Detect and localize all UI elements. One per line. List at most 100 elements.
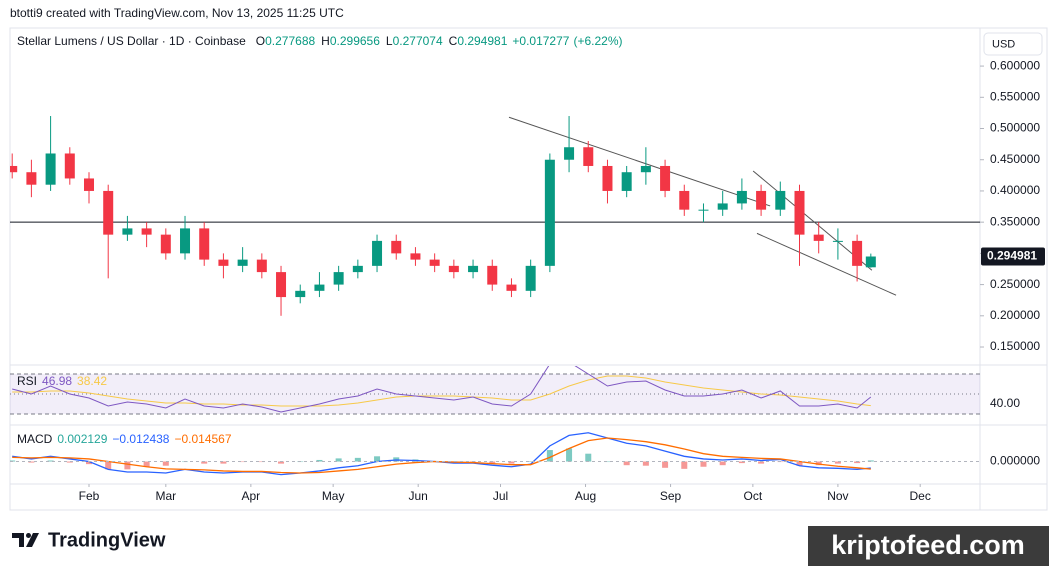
candle-body bbox=[468, 265, 479, 273]
x-tick-label: Jul bbox=[493, 489, 508, 503]
candle-body bbox=[295, 290, 306, 298]
candle-body bbox=[832, 240, 843, 242]
ohlc-key: O bbox=[256, 34, 265, 48]
y-tick-label: 0.450000 bbox=[990, 152, 1040, 166]
y-tick-label: 0.600000 bbox=[990, 58, 1040, 72]
ohlc-value: 0.299656 bbox=[330, 34, 380, 48]
candle-body bbox=[237, 259, 248, 266]
macd-hist bbox=[527, 461, 534, 462]
trendline bbox=[756, 232, 897, 296]
candle-body bbox=[640, 165, 651, 173]
macd-name: MACD bbox=[17, 432, 53, 446]
candle-body bbox=[679, 190, 690, 210]
candle-body bbox=[122, 228, 133, 235]
macd-hist bbox=[867, 460, 874, 462]
y-tick-label: 0.250000 bbox=[990, 277, 1040, 291]
candle-body bbox=[506, 284, 517, 291]
candle-body bbox=[45, 153, 56, 185]
macd-hist bbox=[604, 461, 611, 463]
macd-hist bbox=[662, 461, 669, 468]
watermark-box bbox=[808, 526, 1049, 566]
macd-hist bbox=[758, 461, 765, 464]
candle-body bbox=[865, 256, 876, 268]
candle-body bbox=[103, 190, 114, 235]
currency: USD bbox=[992, 38, 1015, 50]
ohlc-key: H bbox=[321, 34, 330, 48]
candle-body bbox=[564, 147, 575, 160]
candle-body bbox=[794, 190, 805, 235]
watermark: kriptofeed.com bbox=[831, 530, 1025, 560]
candle-body bbox=[180, 228, 191, 254]
macd-hist bbox=[316, 459, 323, 462]
macd-hist bbox=[815, 461, 822, 466]
candle-body bbox=[314, 284, 325, 291]
macd-hist bbox=[854, 461, 861, 464]
macd-legend: MACD 0.002129 −0.012438 −0.014567 bbox=[17, 432, 232, 446]
header: btotti9 created with TradingView.com, No… bbox=[10, 6, 344, 20]
macd-hist bbox=[239, 461, 246, 463]
macd-hist bbox=[162, 461, 169, 466]
y-tick-label: 0.150000 bbox=[990, 339, 1040, 353]
macd-hist bbox=[700, 461, 707, 467]
macd-hist bbox=[546, 450, 553, 462]
signal-value: −0.014567 bbox=[174, 432, 231, 446]
axes: 0.1500000.2000000.2500000.3000000.350000… bbox=[17, 58, 1045, 503]
rsi-legend: RSI 46.98 38.42 bbox=[17, 374, 107, 388]
macd-hist bbox=[738, 461, 745, 464]
candle-body bbox=[602, 165, 613, 191]
title: Stellar Lumens / US Dollar · 1D · Coinba… bbox=[17, 34, 246, 48]
candle-body bbox=[698, 209, 709, 211]
ohlc-value: 0.277074 bbox=[393, 34, 443, 48]
x-tick-label: Aug bbox=[575, 489, 596, 503]
macd-hist bbox=[834, 461, 841, 464]
brand: TradingView bbox=[48, 529, 166, 551]
candle-body bbox=[813, 234, 824, 241]
macd-pane bbox=[10, 432, 980, 476]
candle-body bbox=[621, 172, 632, 191]
macd-hist bbox=[489, 461, 496, 464]
candle-body bbox=[852, 240, 863, 266]
macd-hist bbox=[86, 461, 93, 465]
x-tick-label: Nov bbox=[827, 489, 848, 503]
price-legend: Stellar Lumens / US Dollar · 1D · Coinba… bbox=[17, 34, 622, 48]
candle-body bbox=[660, 165, 671, 191]
macd-hist bbox=[374, 456, 381, 462]
ohlc-value: 0.294981 bbox=[457, 34, 507, 48]
macd-hist bbox=[220, 461, 227, 464]
candle-body bbox=[352, 265, 363, 273]
macd-value: −0.012438 bbox=[112, 432, 169, 446]
candle-body bbox=[544, 159, 555, 266]
currency-button[interactable] bbox=[983, 32, 1043, 56]
macd-hist bbox=[719, 461, 726, 466]
ohlc-value: 0.277688 bbox=[265, 34, 315, 48]
trendline bbox=[508, 116, 771, 207]
change-pct: (+6.22%) bbox=[573, 34, 622, 48]
y-tick-label: 0.400000 bbox=[990, 183, 1040, 197]
macd-hist bbox=[354, 457, 361, 462]
macd-hist bbox=[508, 461, 515, 464]
macd-hist bbox=[335, 458, 342, 462]
last-price: 0.294981 bbox=[987, 249, 1037, 263]
rsi-line bbox=[12, 366, 872, 413]
rsi-ma-line bbox=[12, 375, 871, 407]
ohlc-key: C bbox=[449, 34, 458, 48]
x-tick-label: Oct bbox=[744, 489, 763, 503]
candle-body bbox=[64, 153, 75, 179]
change: +0.017277 bbox=[512, 34, 569, 48]
candle-body bbox=[84, 178, 95, 191]
x-tick-label: Feb bbox=[79, 489, 100, 503]
macd-hist bbox=[47, 460, 54, 462]
rsi-value: 46.98 bbox=[42, 374, 72, 388]
macd-hist bbox=[681, 461, 688, 469]
candle-body bbox=[775, 190, 786, 210]
macd-tick-label: 0.000000 bbox=[990, 454, 1040, 468]
x-tick-label: May bbox=[322, 489, 345, 503]
candle-body bbox=[736, 190, 747, 204]
macd-hist bbox=[258, 461, 265, 463]
candle-body bbox=[218, 259, 229, 266]
candle-body bbox=[276, 272, 287, 298]
candle-body bbox=[333, 272, 344, 285]
macd-hist bbox=[642, 461, 649, 466]
